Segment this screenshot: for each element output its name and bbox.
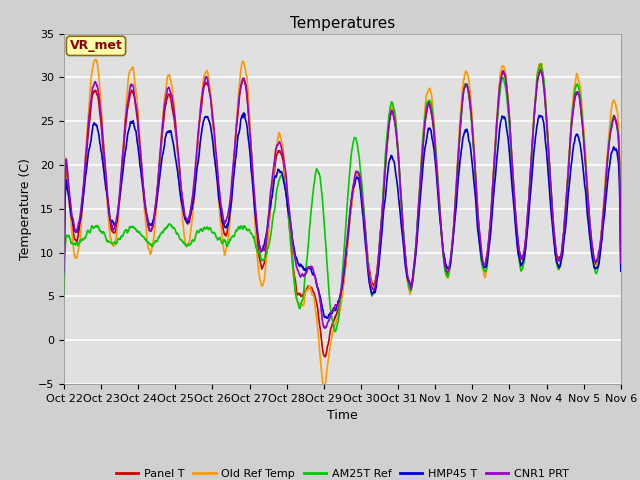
AM25T Ref bbox=[537, 61, 545, 67]
CNR1 PRT bbox=[246, 132, 254, 137]
CNR1 PRT bbox=[617, 261, 625, 266]
Panel T bbox=[246, 130, 254, 136]
AM25T Ref bbox=[429, 116, 437, 122]
AM25T Ref bbox=[617, 261, 625, 266]
Panel T bbox=[536, 66, 544, 72]
Title: Temperatures: Temperatures bbox=[290, 16, 395, 31]
Old Ref Temp bbox=[429, 113, 437, 119]
Legend: Panel T, Old Ref Temp, AM25T Ref, HMP45 T, CNR1 PRT: Panel T, Old Ref Temp, AM25T Ref, HMP45 … bbox=[112, 465, 573, 480]
AM25T Ref bbox=[502, 86, 509, 92]
Old Ref Temp bbox=[184, 241, 192, 247]
HMP45 T bbox=[170, 147, 178, 153]
Old Ref Temp bbox=[246, 133, 254, 139]
Text: VR_met: VR_met bbox=[70, 39, 122, 52]
CNR1 PRT bbox=[552, 242, 559, 248]
Panel T bbox=[552, 243, 559, 249]
Old Ref Temp bbox=[617, 255, 625, 261]
HMP45 T bbox=[60, 270, 68, 276]
Old Ref Temp bbox=[320, 388, 328, 394]
Panel T bbox=[321, 354, 329, 360]
Old Ref Temp bbox=[171, 108, 179, 114]
HMP45 T bbox=[240, 110, 248, 116]
Panel T bbox=[184, 221, 191, 227]
HMP45 T bbox=[184, 219, 191, 225]
AM25T Ref bbox=[552, 252, 559, 258]
Old Ref Temp bbox=[502, 78, 510, 84]
Old Ref Temp bbox=[60, 260, 68, 266]
HMP45 T bbox=[552, 252, 559, 258]
AM25T Ref bbox=[184, 241, 191, 247]
Y-axis label: Temperature (C): Temperature (C) bbox=[19, 158, 33, 260]
CNR1 PRT bbox=[499, 69, 507, 74]
Panel T bbox=[170, 117, 178, 122]
AM25T Ref bbox=[246, 229, 254, 235]
Old Ref Temp bbox=[92, 57, 100, 62]
Line: Old Ref Temp: Old Ref Temp bbox=[64, 60, 621, 391]
X-axis label: Time: Time bbox=[327, 409, 358, 422]
AM25T Ref bbox=[60, 293, 68, 299]
HMP45 T bbox=[323, 315, 331, 321]
CNR1 PRT bbox=[184, 216, 191, 222]
Old Ref Temp bbox=[552, 248, 559, 254]
HMP45 T bbox=[429, 144, 437, 149]
Panel T bbox=[617, 262, 625, 268]
Line: HMP45 T: HMP45 T bbox=[64, 113, 621, 318]
AM25T Ref bbox=[331, 329, 339, 335]
HMP45 T bbox=[617, 268, 625, 274]
AM25T Ref bbox=[170, 225, 178, 231]
HMP45 T bbox=[246, 156, 254, 162]
CNR1 PRT bbox=[321, 325, 328, 331]
CNR1 PRT bbox=[429, 120, 437, 126]
Panel T bbox=[429, 123, 437, 129]
Panel T bbox=[502, 77, 509, 83]
CNR1 PRT bbox=[60, 261, 68, 266]
HMP45 T bbox=[502, 124, 510, 130]
Line: CNR1 PRT: CNR1 PRT bbox=[64, 72, 621, 328]
Line: AM25T Ref: AM25T Ref bbox=[64, 64, 621, 332]
CNR1 PRT bbox=[502, 80, 510, 86]
CNR1 PRT bbox=[170, 110, 178, 116]
Line: Panel T: Panel T bbox=[64, 69, 621, 357]
Panel T bbox=[60, 261, 68, 266]
